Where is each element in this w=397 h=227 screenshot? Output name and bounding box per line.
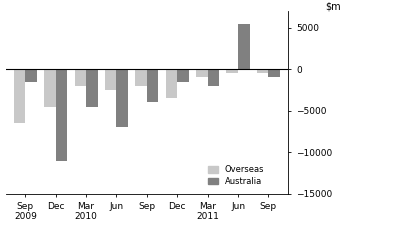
Bar: [177, 69, 189, 82]
Bar: [268, 69, 280, 77]
Bar: [25, 69, 37, 82]
Bar: [86, 69, 98, 106]
Bar: [196, 69, 208, 77]
Bar: [116, 69, 128, 127]
Bar: [166, 69, 177, 98]
Y-axis label: $m: $m: [325, 1, 341, 11]
Bar: [56, 69, 67, 160]
Bar: [208, 69, 219, 86]
Bar: [75, 69, 86, 86]
Bar: [135, 69, 147, 86]
Bar: [105, 69, 116, 90]
Bar: [227, 69, 238, 73]
Bar: [147, 69, 158, 102]
Bar: [14, 69, 25, 123]
Legend: Overseas, Australia: Overseas, Australia: [208, 165, 264, 186]
Bar: [44, 69, 56, 106]
Bar: [238, 24, 250, 69]
Bar: [257, 69, 268, 73]
